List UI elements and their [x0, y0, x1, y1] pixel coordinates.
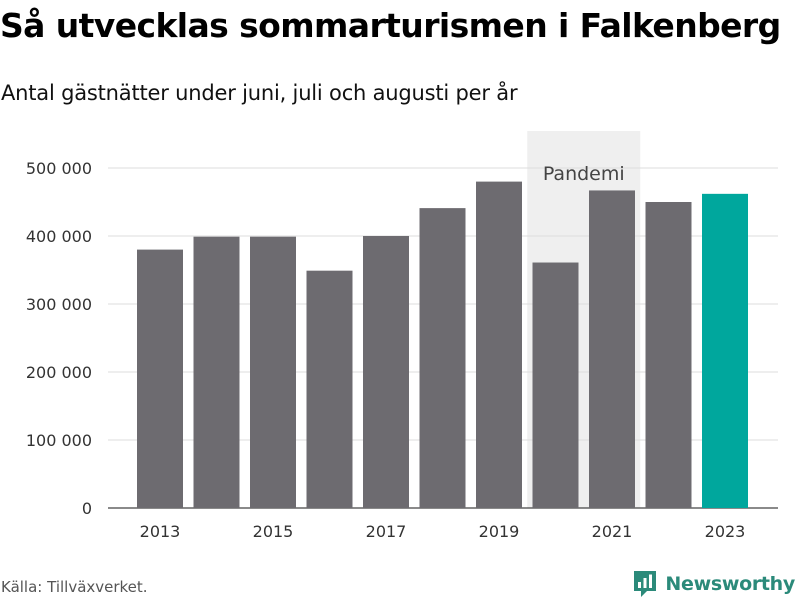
bar-2015: [250, 236, 296, 508]
bar-2021: [589, 190, 635, 508]
x-tick-label: 2015: [253, 522, 294, 541]
annotations: Pandemi: [543, 163, 625, 185]
y-tick-label: 500 000: [26, 159, 92, 178]
chart-title: Så utvecklas sommarturismen i Falkenberg: [0, 6, 781, 45]
x-axis-labels: 2013 2015 2017 2019 2021 2023: [140, 522, 746, 541]
bar-2014: [193, 236, 240, 508]
bar-2013: [137, 249, 183, 508]
y-tick-label: 300 000: [26, 295, 92, 314]
bars: [137, 181, 748, 508]
y-axis-labels: 0 100 000 200 000 300 000 400 000 500 000: [26, 159, 92, 518]
y-tick-label: 200 000: [26, 363, 92, 382]
x-tick-label: 2023: [705, 522, 746, 541]
y-tick-label: 400 000: [26, 227, 92, 246]
y-tick-label: 100 000: [26, 431, 92, 450]
newsworthy-brand: Newsworthy: [632, 568, 795, 600]
brand-name: Newsworthy: [665, 573, 795, 595]
bar-2023: [702, 193, 748, 508]
chart-subtitle: Antal gästnätter under juni, juli och au…: [1, 81, 518, 105]
bar-2017: [363, 236, 409, 508]
bar-2022: [645, 202, 692, 508]
pandemic-label: Pandemi: [543, 163, 625, 185]
x-tick-label: 2017: [366, 522, 407, 541]
y-tick-label: 0: [82, 499, 92, 518]
x-tick-label: 2019: [479, 522, 520, 541]
newsworthy-logo-icon: [634, 571, 657, 597]
bar-2018: [419, 208, 466, 508]
bar-2016: [306, 270, 353, 508]
x-tick-label: 2013: [140, 522, 181, 541]
bar-2019: [476, 181, 522, 508]
x-tick-label: 2021: [592, 522, 633, 541]
bar-2020: [532, 262, 579, 508]
source-note: Källa: Tillväxverket.: [1, 578, 148, 596]
